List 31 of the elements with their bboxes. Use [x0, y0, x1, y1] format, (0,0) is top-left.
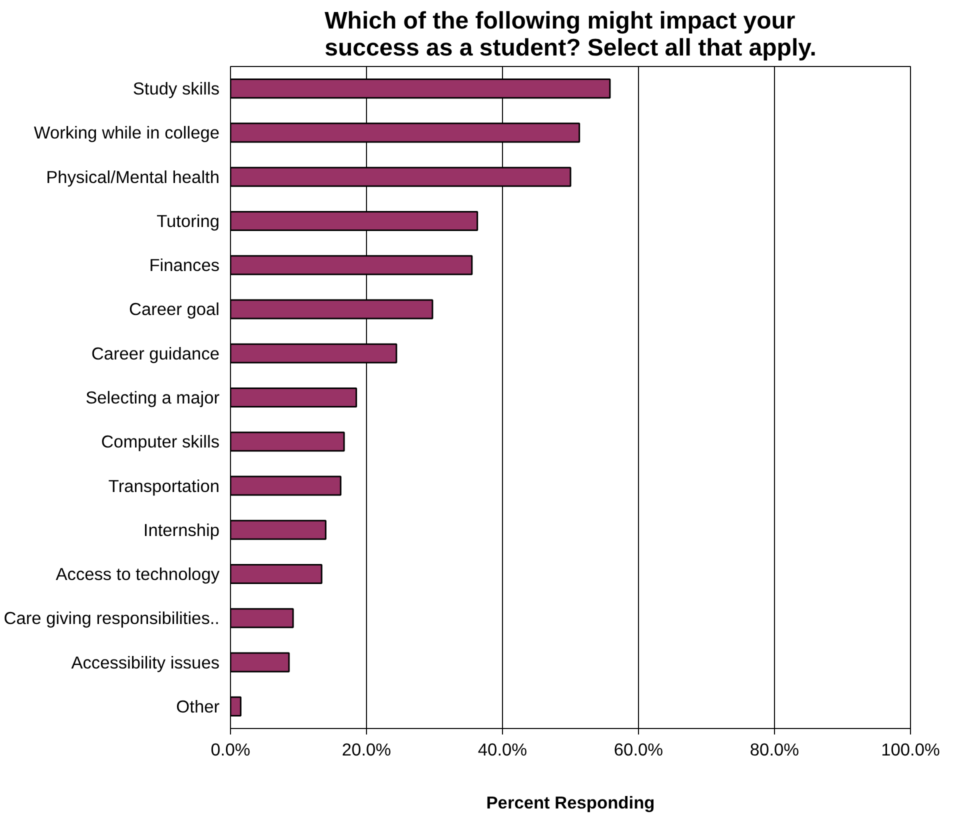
bar: [230, 520, 326, 540]
x-tick-label: 40.0%: [478, 740, 528, 760]
x-tick-label: 20.0%: [342, 740, 392, 760]
x-tick-label: 100.0%: [881, 740, 940, 760]
bar: [230, 432, 345, 452]
y-tick-label: Tutoring: [156, 210, 220, 231]
x-tick-label: 0.0%: [210, 740, 250, 760]
bar: [230, 696, 242, 716]
x-tick-label: 60.0%: [614, 740, 664, 760]
bar: [230, 387, 358, 408]
bar: [230, 608, 294, 628]
x-axis-title: Percent Responding: [486, 792, 655, 812]
y-tick-label: Finances: [149, 255, 220, 276]
y-tick-label: Internship: [143, 520, 220, 540]
y-tick-label: Accessibility issues: [71, 652, 220, 672]
y-tick-label: Other: [176, 696, 220, 716]
y-tick-label: Transportation: [108, 476, 220, 496]
y-tick-label: Working while in college: [34, 122, 220, 143]
bar: [230, 476, 342, 496]
y-tick-label: Career goal: [128, 299, 220, 320]
y-tick-label: Access to technology: [56, 564, 220, 584]
y-tick-label: Career guidance: [91, 343, 220, 364]
chart-title: Which of the following might impact your success as a student? Select all that apply.: [324, 8, 816, 62]
y-tick-label: Study skills: [132, 78, 220, 99]
y-tick-label: Computer skills: [101, 432, 220, 452]
bar: [230, 564, 322, 584]
x-tick-label: 80.0%: [750, 740, 800, 760]
y-tick-label: Selecting a major: [86, 388, 220, 408]
bar: [230, 652, 290, 672]
y-tick-label: Physical/Mental health: [46, 166, 220, 187]
y-tick-label: Care giving responsibilities..: [4, 608, 220, 628]
